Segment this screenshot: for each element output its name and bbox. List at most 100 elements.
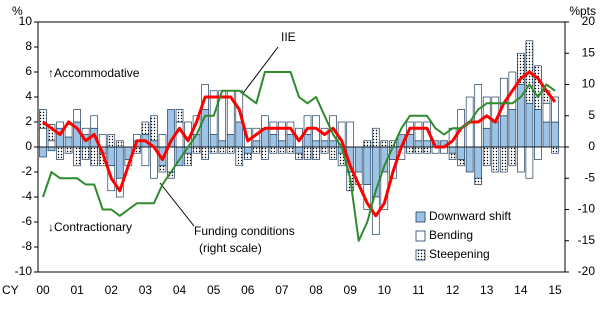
- bar-segment: [508, 146, 517, 167]
- bar-segment: [81, 127, 90, 135]
- bar-segment: [39, 146, 47, 158]
- bar-segment: [218, 140, 227, 148]
- bar-segment: [303, 146, 312, 160]
- y2-axis-label: %pts: [569, 4, 596, 18]
- y2-tick-label: -10: [578, 202, 596, 216]
- y-tick-label: -8: [21, 239, 32, 253]
- y-tick-label: 6: [25, 64, 32, 78]
- bar-segment: [184, 152, 192, 167]
- bar-segment: [517, 146, 525, 173]
- bar-segment: [303, 134, 312, 148]
- bar-segment: [73, 146, 81, 167]
- x-tick-label: 13: [480, 283, 494, 297]
- bar-segment: [243, 152, 252, 160]
- bar-segment: [320, 140, 329, 148]
- x-tick-label: 02: [105, 283, 119, 297]
- annotation: ↑Accommodative: [48, 66, 140, 80]
- annotation: (right scale): [199, 241, 262, 255]
- bar-segment: [482, 146, 491, 167]
- bar-segment: [295, 146, 303, 154]
- bar-segment: [551, 121, 559, 148]
- bar-segment: [90, 115, 99, 129]
- x-tick-label: 11: [412, 283, 425, 297]
- x-tick-label: 15: [548, 283, 562, 297]
- bar-segment: [115, 146, 124, 179]
- bar-segment: [47, 140, 56, 148]
- bar-segment: [90, 146, 99, 167]
- bar-segment: [482, 96, 491, 129]
- bar-segment: [141, 146, 150, 167]
- bar-segment: [303, 115, 312, 135]
- bar-segment: [209, 146, 218, 154]
- bar-segment: [491, 146, 500, 173]
- bar-segment: [551, 96, 559, 123]
- x-tick-label: 01: [70, 283, 84, 297]
- bar-segment: [465, 146, 474, 173]
- y2-tick-label: 5: [588, 108, 595, 122]
- bar-segment: [141, 121, 150, 135]
- bar-segment: [192, 146, 201, 154]
- bar-segment: [218, 146, 227, 154]
- y-tick-label: -6: [21, 214, 32, 228]
- bar-segment: [423, 146, 431, 154]
- bar-segment: [414, 146, 423, 154]
- bar-segment: [286, 134, 295, 148]
- bar-segment: [64, 146, 73, 154]
- bar-segment: [474, 84, 483, 148]
- y-axis-label: %: [12, 4, 23, 18]
- x-tick-label: 12: [446, 283, 460, 297]
- bar-segment: [278, 121, 286, 142]
- bar-segment: [448, 146, 457, 154]
- bar-segment: [226, 134, 235, 148]
- legend-swatch: [415, 249, 426, 261]
- bar-segment: [81, 146, 90, 160]
- bar-segment: [482, 127, 491, 148]
- bar-segment: [278, 146, 286, 154]
- bar-segment: [534, 146, 542, 160]
- x-tick-label: 03: [139, 283, 153, 297]
- bar-segment: [295, 152, 303, 160]
- annotation: ↓Contractionary: [48, 220, 132, 234]
- bar-segment: [235, 121, 244, 148]
- bar-segment: [252, 146, 261, 154]
- bar-segment: [499, 146, 508, 173]
- x-tick-label: 06: [241, 283, 255, 297]
- x-tick-label: 04: [173, 283, 187, 297]
- bar-segment: [517, 52, 525, 85]
- bar-segment: [329, 146, 337, 160]
- y2-tick-label: -5: [584, 170, 595, 184]
- y2-tick-label: -15: [578, 233, 596, 247]
- line-label: IIE: [281, 30, 296, 44]
- bar-segment: [371, 127, 380, 148]
- y-tick-label: 4: [25, 89, 32, 103]
- y-tick-label: -10: [15, 264, 33, 278]
- x-tick-label: 14: [514, 283, 528, 297]
- bar-segment: [209, 90, 218, 135]
- y-tick-label: 2: [25, 114, 32, 128]
- bar-segment: [39, 109, 47, 129]
- bar-segment: [423, 140, 431, 148]
- bar-segment: [158, 165, 167, 173]
- y2-tick-label: 15: [582, 45, 596, 59]
- y-tick-label: 8: [25, 39, 32, 53]
- bar-segment: [508, 109, 517, 148]
- x-tick-label: 10: [378, 283, 392, 297]
- bar-segment: [474, 177, 483, 185]
- bar-segment: [406, 146, 414, 154]
- bar-segment: [269, 134, 278, 148]
- bar-segment: [329, 140, 337, 148]
- bar-segment: [363, 140, 372, 148]
- bar-segment: [525, 102, 534, 148]
- y-tick-label: 10: [19, 14, 33, 28]
- bar-segment: [64, 136, 73, 148]
- bar-segment: [226, 146, 235, 154]
- bar-segment: [252, 140, 261, 148]
- bar-segment: [209, 134, 218, 148]
- x-tick-label: 08: [309, 283, 323, 297]
- bar-segment: [542, 102, 551, 123]
- x-axis-label: CY: [2, 283, 19, 297]
- bar-segment: [448, 152, 457, 160]
- bar-segment: [363, 146, 372, 185]
- bar-segment: [286, 146, 295, 154]
- bar-segment: [312, 140, 320, 148]
